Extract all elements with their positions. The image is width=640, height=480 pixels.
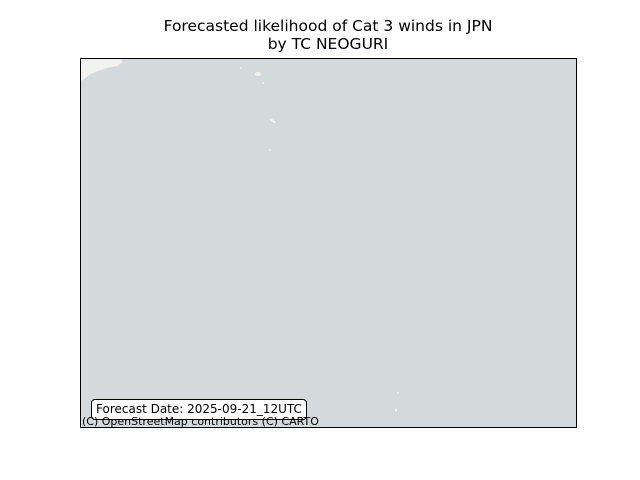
map-attribution: (C) OpenStreetMap contributors (C) CARTO: [82, 415, 319, 428]
island: [269, 149, 271, 151]
title-line-1: Forecasted likelihood of Cat 3 winds in …: [163, 17, 493, 35]
map-panel[interactable]: [80, 58, 577, 428]
island: [269, 118, 276, 123]
island: [397, 392, 399, 394]
ocean-area: [81, 59, 576, 427]
island: [261, 82, 265, 84]
title-line-2: by TC NEOGURI: [267, 35, 389, 53]
forecast-date-label: Forecast Date: 2025-09-21_12UTC: [91, 399, 307, 420]
figure-title: Forecasted likelihood of Cat 3 winds in …: [0, 17, 640, 53]
island: [255, 72, 261, 76]
basemap: [81, 59, 576, 427]
island: [239, 67, 243, 69]
island: [395, 408, 397, 412]
landmass-top-left: [81, 59, 122, 81]
